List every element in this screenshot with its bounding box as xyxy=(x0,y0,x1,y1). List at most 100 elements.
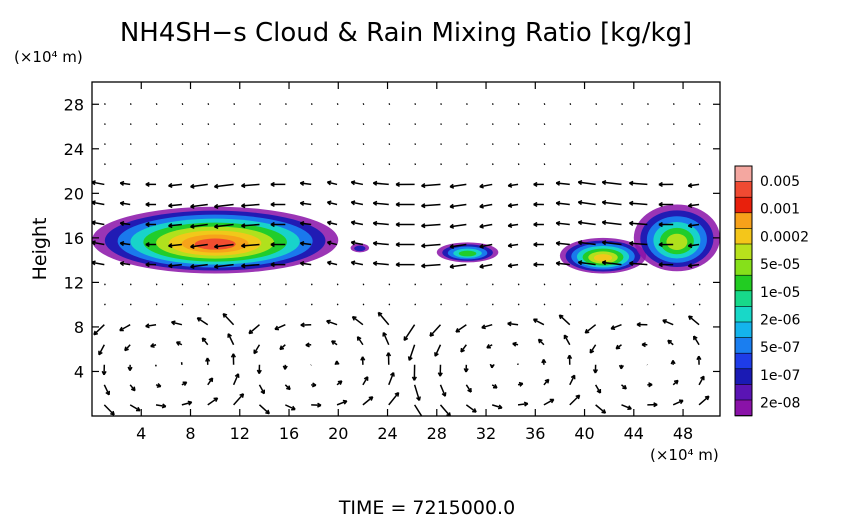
wind-arrow xyxy=(507,202,519,208)
wind-arrow xyxy=(577,200,596,206)
wind-arrow xyxy=(662,319,674,326)
colorbar-label-7: 1e-07 xyxy=(760,368,800,384)
y-tick-label-28: 28 xyxy=(64,95,84,114)
wind-arrow xyxy=(555,260,570,267)
wind-arrow xyxy=(434,344,442,357)
colorbar-swatch-7 xyxy=(734,274,753,292)
wind-arrow xyxy=(214,243,234,250)
wind-arrow xyxy=(647,382,653,388)
wind-arrow xyxy=(101,364,107,376)
wind-arrow xyxy=(569,394,581,406)
wind-arrow xyxy=(537,338,545,346)
wind-arrow xyxy=(326,180,338,186)
wind-arrow xyxy=(258,404,270,415)
wind-arrow xyxy=(299,220,312,227)
wind-arrow xyxy=(512,341,519,347)
y-axis-label: Height xyxy=(29,218,51,281)
colorbar-label-3: 5e-05 xyxy=(760,257,800,273)
wind-arrow xyxy=(168,243,182,249)
x-tick-label-8: 8 xyxy=(185,424,195,443)
y-tick-label-12: 12 xyxy=(64,273,84,292)
wind-arrow xyxy=(336,380,343,386)
wind-arrow xyxy=(196,317,209,326)
wind-arrow xyxy=(233,393,245,406)
wind-arrow xyxy=(98,344,105,356)
wind-arrow xyxy=(248,324,260,335)
wind-arrow xyxy=(350,220,364,226)
y-tick-label-4: 4 xyxy=(74,362,84,381)
wind-arrow xyxy=(507,242,519,249)
wind-arrow xyxy=(621,404,632,411)
wind-arrow xyxy=(491,383,498,389)
wind-arrow xyxy=(331,340,338,346)
wind-arrow xyxy=(667,339,674,346)
wind-arrow xyxy=(449,223,467,229)
wind-arrow xyxy=(155,403,167,409)
wind-arrow xyxy=(407,344,416,361)
wind-arrow xyxy=(507,262,519,269)
wind-arrow xyxy=(558,314,571,326)
wind-arrow xyxy=(421,223,441,229)
wind-arrow xyxy=(207,397,219,406)
wind-arrow xyxy=(395,221,415,228)
colorbar-label-8: 2e-08 xyxy=(760,396,800,412)
wind-arrow xyxy=(274,324,286,331)
wind-arrow xyxy=(465,384,472,393)
wind-arrow xyxy=(395,181,415,188)
wind-arrow xyxy=(285,404,296,411)
wind-arrow xyxy=(299,180,312,186)
colorbar-label-5: 2e-06 xyxy=(760,313,800,329)
wind-arrow xyxy=(555,240,570,247)
wind-arrow xyxy=(688,315,700,326)
wind-arrow xyxy=(636,321,648,328)
wind-arrow xyxy=(145,241,157,248)
wind-arrow xyxy=(601,260,622,266)
wind-arrow xyxy=(567,354,573,365)
wind-arrow xyxy=(150,342,157,348)
wind-arrow xyxy=(589,344,597,354)
wind-arrow xyxy=(119,200,131,207)
wind-arrow xyxy=(222,312,235,326)
wind-arrow xyxy=(533,181,544,187)
time-footer: TIME = 7215000.0 xyxy=(338,497,515,519)
wind-arrow xyxy=(421,243,441,249)
wind-arrow xyxy=(413,384,421,401)
wind-arrow xyxy=(270,241,286,248)
wind-arrow xyxy=(190,243,208,249)
wind-arrow xyxy=(181,381,188,386)
wind-arrow xyxy=(326,319,338,326)
wind-arrow xyxy=(168,263,182,269)
wind-arrow xyxy=(479,183,493,189)
wind-arrow xyxy=(253,344,261,355)
wind-arrow xyxy=(577,260,596,266)
wind-arrow xyxy=(270,201,286,208)
y-tick-label-16: 16 xyxy=(64,229,84,248)
wind-arrow xyxy=(372,260,389,267)
wind-arrow xyxy=(258,384,265,395)
cloud-field xyxy=(92,204,720,274)
wind-arrow xyxy=(563,334,571,346)
wind-arrow xyxy=(449,243,467,249)
wind-arrow xyxy=(449,263,467,269)
wind-arrow xyxy=(207,377,214,386)
wind-arrow xyxy=(201,337,209,346)
wind-arrow xyxy=(175,341,183,346)
wind-arrow xyxy=(421,263,441,269)
x-tick-label-44: 44 xyxy=(624,424,644,443)
wind-arrow xyxy=(326,200,338,206)
wind-arrow xyxy=(629,180,648,186)
colorbar: 0.005 0.001 0.0002 5e-05 1e-05 2e-06 5e-07 1e-0… xyxy=(734,165,809,417)
wind-arrow xyxy=(395,201,415,208)
wind-arrow xyxy=(214,223,234,229)
wind-arrow xyxy=(119,180,131,186)
wind-arrow xyxy=(479,263,493,269)
wind-arrow xyxy=(103,404,115,416)
wind-arrow xyxy=(594,384,602,394)
wind-arrow xyxy=(334,360,340,365)
wind-arrow xyxy=(232,373,240,386)
wind-arrow xyxy=(479,243,493,249)
wind-arrow xyxy=(145,221,157,228)
wind-arrow xyxy=(687,182,700,189)
wind-arrow xyxy=(372,200,389,206)
wind-arrow xyxy=(351,315,364,326)
